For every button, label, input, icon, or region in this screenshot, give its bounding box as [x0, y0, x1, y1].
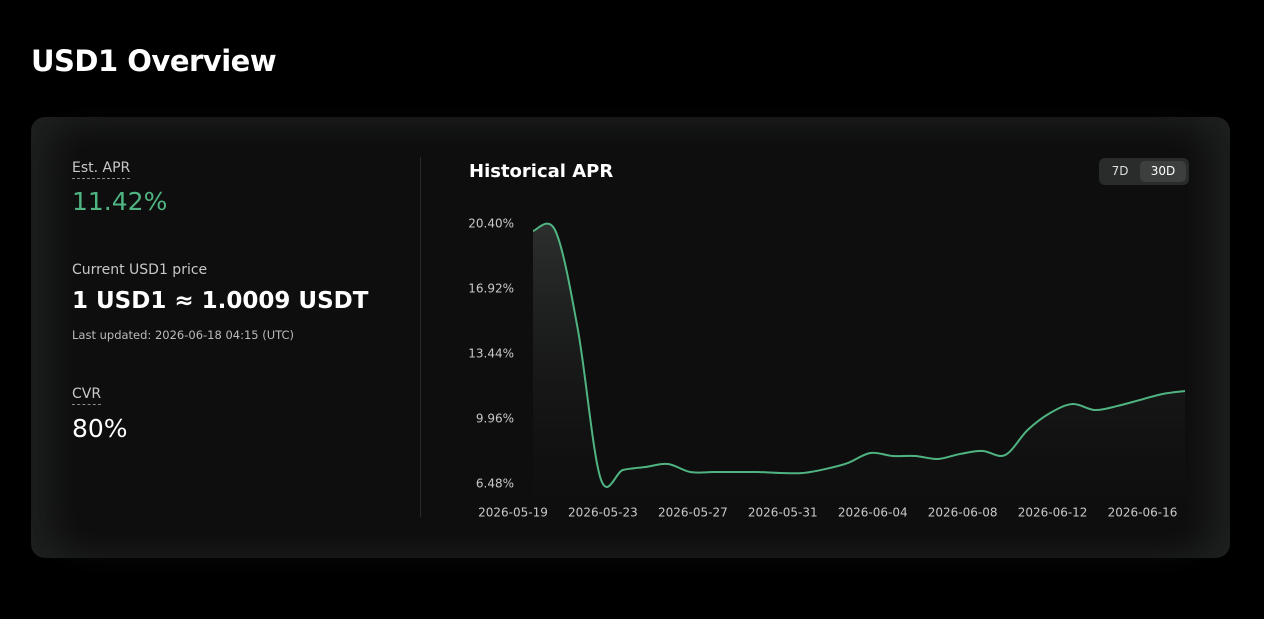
y-tick-label: 13.44%	[468, 347, 514, 361]
y-tick-label: 6.48%	[476, 477, 514, 491]
range-toggle: 7D 30D	[1099, 158, 1189, 185]
y-tick-label: 20.40%	[468, 217, 514, 231]
x-tick-label: 2026-06-08	[928, 506, 998, 520]
x-tick-label: 2026-05-27	[658, 506, 728, 520]
stat-label: Est. APR	[72, 160, 131, 179]
toggle-button[interactable]: 30D	[1140, 161, 1186, 182]
chart-title: Historical APR	[469, 161, 613, 182]
divider	[420, 157, 421, 517]
x-tick-label: 2026-05-19	[478, 506, 548, 520]
stat-value: 80%	[72, 414, 128, 443]
page-title: USD1 Overview	[31, 44, 277, 78]
stat-value: 1 USD1 ≈ 1.0009 USDT	[72, 288, 369, 314]
x-tick-label: 2026-06-04	[838, 506, 908, 520]
stat-value: 11.42%	[72, 187, 168, 216]
x-tick-label: 2026-05-31	[748, 506, 818, 520]
y-tick-label: 9.96%	[476, 412, 514, 426]
x-tick-label: 2026-05-23	[568, 506, 638, 520]
stat-label: Current USD1 price	[72, 262, 208, 278]
x-tick-label: 2026-06-12	[1018, 506, 1088, 520]
apr-line	[532, 222, 1186, 488]
toggle-button[interactable]: 7D	[1111, 164, 1129, 178]
y-tick-label: 16.92%	[468, 282, 514, 296]
stat-label: CVR	[72, 386, 102, 405]
x-tick-label: 2026-06-16	[1108, 506, 1178, 520]
stat-note: Last updated: 2026-06-18 04:15 (UTC)	[72, 328, 295, 342]
